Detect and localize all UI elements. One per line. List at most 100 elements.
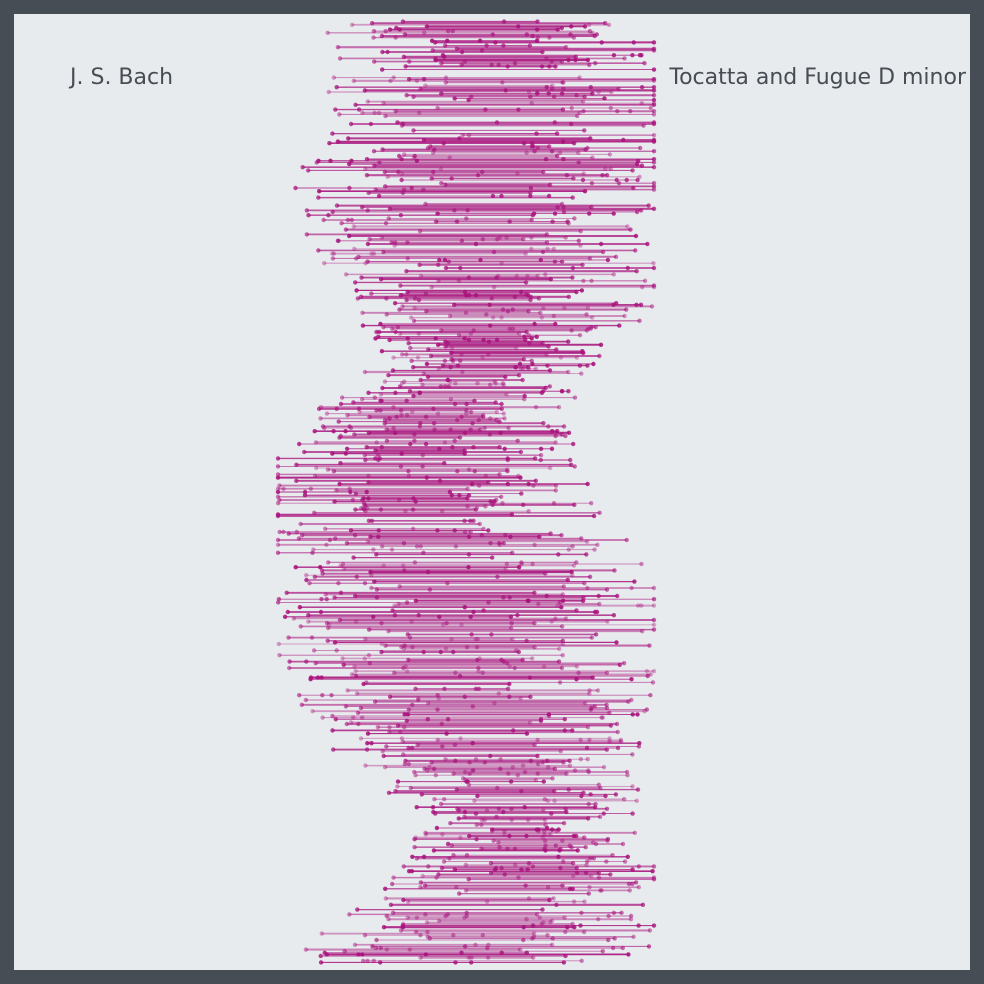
- note-dot: [540, 249, 546, 255]
- note-dot: [578, 229, 583, 234]
- note-dot: [543, 272, 548, 277]
- note-dot: [626, 699, 631, 704]
- note-dot: [383, 221, 389, 226]
- note-dot: [337, 617, 343, 623]
- note-dot: [499, 865, 504, 871]
- note-dot: [275, 456, 281, 461]
- note-dot: [410, 409, 415, 415]
- note-dot: [586, 891, 591, 896]
- note-dot: [649, 304, 655, 309]
- note-dot: [403, 64, 408, 69]
- note-dot: [313, 661, 318, 666]
- note-dot: [431, 848, 437, 853]
- note-dot: [421, 649, 426, 655]
- note-dot: [286, 531, 291, 536]
- note-dot: [567, 758, 572, 763]
- note-dot: [626, 881, 632, 887]
- note-dot: [378, 960, 383, 965]
- note-dot: [540, 49, 545, 55]
- note-dot: [304, 659, 309, 664]
- note-dot: [445, 377, 451, 383]
- note-dot: [501, 809, 506, 815]
- note-dot: [485, 955, 491, 960]
- note-dot: [353, 507, 358, 512]
- note-dot: [369, 585, 374, 591]
- note-dot: [499, 406, 504, 411]
- note-dot: [463, 310, 469, 315]
- note-dot: [519, 560, 524, 565]
- note-dot: [334, 648, 339, 653]
- note-dot: [628, 227, 633, 232]
- note-dot: [414, 915, 420, 920]
- note-dot: [502, 446, 507, 451]
- note-dot: [515, 438, 520, 443]
- note-dot: [561, 760, 566, 765]
- note-dot: [499, 494, 504, 499]
- note-dot: [569, 105, 574, 111]
- note-dot: [356, 952, 361, 957]
- note-dot: [526, 598, 531, 603]
- note-dot: [579, 793, 584, 799]
- note-dot: [324, 542, 329, 547]
- note-dot: [449, 176, 454, 181]
- note-dot: [563, 953, 568, 959]
- note-dot: [575, 848, 580, 853]
- note-dot: [498, 766, 503, 771]
- note-dot: [624, 177, 629, 183]
- note-dot: [378, 945, 383, 951]
- note-dot: [539, 390, 545, 395]
- note-dot: [474, 837, 479, 842]
- note-dot: [362, 507, 367, 512]
- note-dot: [553, 64, 558, 69]
- note-dot: [320, 693, 325, 698]
- note-dot: [352, 942, 358, 947]
- note-dot: [418, 955, 423, 960]
- note-dot: [548, 920, 553, 925]
- note-dot: [558, 865, 563, 871]
- note-dot: [651, 206, 657, 211]
- note-dot: [551, 896, 556, 901]
- note-dot: [423, 883, 428, 888]
- note-dot: [464, 408, 469, 413]
- note-dot: [635, 177, 640, 183]
- note-dot: [647, 928, 653, 933]
- note-dot: [593, 841, 599, 847]
- note-dot: [548, 277, 553, 282]
- note-dot: [408, 785, 413, 791]
- note-dot: [538, 446, 544, 451]
- note-dot: [334, 406, 339, 411]
- note-dot: [318, 953, 323, 959]
- note-dot: [560, 80, 565, 85]
- note-dot: [451, 771, 456, 776]
- note-dot: [518, 449, 524, 455]
- note-dot: [585, 725, 591, 730]
- note-dot: [487, 382, 493, 387]
- note-dot: [651, 133, 657, 138]
- note-dot: [369, 741, 374, 746]
- note-dot: [466, 133, 472, 138]
- note-dot: [335, 45, 341, 50]
- note-dot: [584, 312, 589, 317]
- note-dot: [490, 555, 495, 560]
- note-dot: [569, 24, 574, 29]
- note-dot: [566, 221, 571, 226]
- note-dot: [383, 29, 388, 34]
- note-dot: [424, 309, 429, 314]
- note-dot: [308, 677, 313, 682]
- note-dot: [638, 145, 643, 151]
- note-dot: [437, 614, 442, 619]
- note-dot: [557, 600, 563, 605]
- note-dot: [275, 542, 281, 547]
- note-dot: [590, 675, 595, 680]
- note-dot: [331, 251, 337, 256]
- note-dot: [516, 649, 521, 655]
- note-dot: [324, 411, 330, 416]
- note-dot: [312, 574, 317, 579]
- note-dot: [608, 723, 614, 728]
- note-dot: [570, 861, 576, 866]
- note-dot: [648, 693, 653, 698]
- note-dot: [353, 669, 358, 674]
- note-dot: [591, 856, 597, 861]
- note-dot: [528, 694, 533, 699]
- composer-label: J. S. Bach: [70, 65, 174, 90]
